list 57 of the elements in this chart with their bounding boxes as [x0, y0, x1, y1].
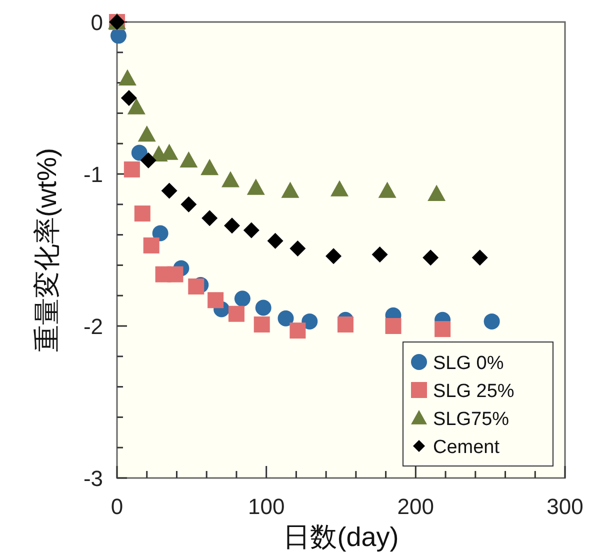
point [254, 316, 270, 332]
point [180, 151, 198, 168]
point [161, 182, 178, 199]
legend-label: SLG 25% [433, 381, 514, 402]
y-tick-label: 0 [90, 10, 103, 35]
legend-label: SLG75% [433, 409, 510, 430]
x-tick-label: 300 [546, 494, 584, 519]
legend-label: Cement [433, 437, 500, 458]
point [180, 196, 197, 212]
point [302, 313, 318, 330]
point [202, 210, 218, 226]
point [138, 125, 156, 142]
point [255, 300, 272, 316]
point [224, 218, 240, 234]
point [228, 306, 244, 322]
point [221, 171, 240, 188]
point [208, 292, 224, 308]
point [372, 246, 388, 263]
point [200, 158, 219, 176]
point [246, 178, 265, 195]
point [290, 322, 306, 339]
x-tick-label: 200 [397, 494, 434, 519]
point [281, 182, 300, 198]
point [422, 250, 439, 266]
point [188, 278, 204, 294]
point [140, 152, 156, 168]
legend-label: SLG 0% [433, 353, 504, 374]
point [385, 318, 402, 334]
point [152, 225, 168, 242]
x-tick-label: 0 [110, 494, 124, 519]
point [278, 310, 294, 326]
point [134, 206, 150, 222]
point [124, 161, 140, 178]
point [267, 232, 284, 249]
point [243, 222, 260, 238]
point [330, 180, 349, 196]
x-axis-title: 日数(day) [283, 522, 399, 552]
point [472, 250, 488, 266]
point [434, 321, 451, 338]
point [337, 316, 354, 332]
point [120, 90, 137, 106]
point [127, 98, 146, 114]
y-tick-label: -3 [83, 466, 103, 491]
point [326, 248, 342, 264]
y-axis-title: 重量変化率(wt%) [32, 148, 62, 352]
point [378, 182, 396, 198]
point [143, 237, 160, 254]
y-tick-label: -2 [83, 314, 103, 339]
point [484, 313, 500, 330]
point [167, 266, 184, 282]
point [428, 184, 446, 201]
point [234, 290, 250, 307]
point [131, 144, 148, 161]
point [290, 240, 306, 256]
x-tick-label: 100 [248, 494, 285, 519]
point [118, 69, 136, 86]
y-tick-label: -1 [83, 162, 103, 187]
